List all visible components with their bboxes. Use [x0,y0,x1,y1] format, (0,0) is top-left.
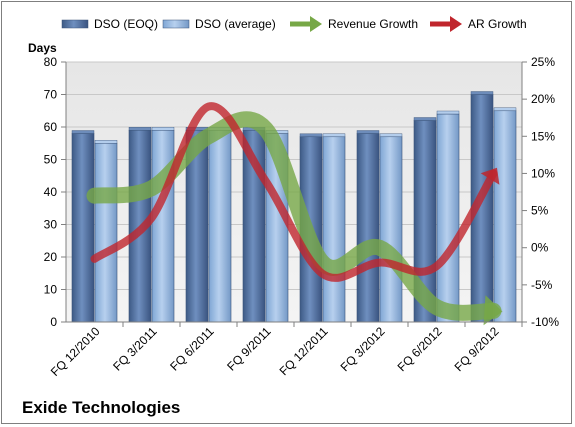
bar [71,133,95,323]
y2-tick-label: 0% [531,241,549,255]
bar-cap [322,133,346,137]
bar-cap [379,133,403,137]
y2-tick-label: 15% [531,129,555,143]
bar-cap [151,127,175,131]
bar-cap [470,91,494,95]
bar-cap [299,133,323,137]
bar [356,133,380,323]
bar-cap [94,140,118,144]
y-tick-label: 50 [44,153,58,167]
y2-tick-label: 5% [531,204,549,218]
x-tick-label: FQ 6/2011 [167,324,217,374]
bar-cap [436,110,460,115]
x-tick-label: FQ 12/2010 [48,324,103,379]
y2-tick-label: 25% [531,55,555,69]
y-tick-label: 70 [44,88,58,102]
y2-tick-label: -10% [531,315,559,329]
bar-cap [493,107,517,111]
bar [208,129,232,323]
bar-cap [128,127,152,131]
legend-label: DSO (average) [195,17,276,31]
series-line-1 [90,102,498,282]
y2-tick-label: 20% [531,92,555,106]
legend-label: DSO (EOQ) [94,17,158,31]
chart-title: Exide Technologies [22,398,181,417]
x-tick-label: FQ 9/2011 [224,324,274,374]
y-tick-label: 60 [44,120,58,134]
legend-swatch [162,19,190,29]
bar [436,113,460,323]
legend-swatch [61,19,89,29]
y-tick-label: 40 [44,185,58,199]
x-tick-label: FQ 3/2011 [110,324,160,374]
bar [322,136,346,323]
x-tick-label: FQ 12/2011 [277,324,331,378]
legend-label: AR Growth [468,17,527,31]
y-tick-label: 80 [44,55,58,69]
y-tick-label: 20 [44,250,58,264]
y-tick-label: 0 [50,315,57,329]
bar-cap [356,130,380,134]
legend-arrowhead [450,16,462,32]
x-tick-label: FQ 6/2012 [395,324,445,374]
series-arrowhead-0 [483,295,503,326]
x-tick-label: FQ 9/2012 [452,324,502,374]
legend-arrowhead [310,16,322,32]
bar [493,110,517,323]
bar-cap [413,117,437,121]
legend-label: Revenue Growth [328,17,418,31]
y-axis-title: Days [28,41,57,55]
bar [94,142,118,323]
y-tick-label: 30 [44,218,58,232]
series-arrowhead-1 [480,167,500,185]
y-tick-label: 10 [44,283,58,297]
y2-tick-label: 10% [531,166,555,180]
x-tick-label: FQ 3/2012 [338,324,388,374]
bar-cap [71,130,95,134]
series-line-0 [86,111,502,321]
bar [151,129,175,323]
y2-tick-label: -5% [531,278,553,292]
bar [379,136,403,323]
